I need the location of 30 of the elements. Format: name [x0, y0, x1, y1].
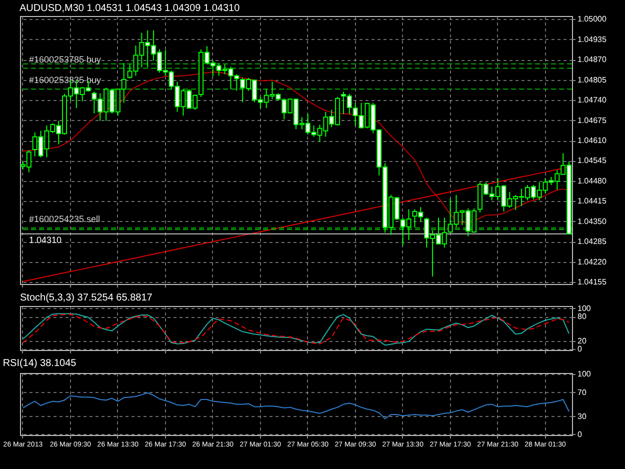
y-tick-label: 1.04935	[578, 34, 607, 44]
y-tick-label: 0	[578, 344, 582, 354]
chart-title: AUDUSD,M30 1.04531 1.04543 1.04309 1.04310	[20, 3, 240, 14]
y-tick-label: 1.04805	[578, 75, 607, 84]
y-tick-label: 0	[578, 430, 582, 439]
ref-line-label: #1600253785 buy	[28, 54, 102, 64]
y-tick-label: 1.04545	[578, 156, 607, 166]
y-tick-label: 1.04480	[578, 176, 607, 186]
y-tick-label: 20	[578, 336, 587, 346]
y-tick-label: 80	[578, 312, 587, 322]
ref-line-label: 1.04310	[28, 234, 62, 245]
y-tick-label: 1.05000	[578, 14, 607, 24]
chart-title: Stoch(5,3,3) 37.5254 65.8817	[20, 292, 153, 304]
ref-line-label: #1600253835 buy	[28, 75, 102, 86]
y-tick-label: 1.04675	[578, 116, 607, 125]
y-tick-label: 1.04285	[578, 237, 607, 246]
y-tick-label: 1.04740	[578, 96, 607, 105]
y-tick-label: 100	[578, 304, 592, 313]
y-tick-label: 30	[578, 412, 587, 421]
y-tick-label: 1.04870	[578, 55, 607, 64]
y-tick-label: 1.04350	[578, 216, 607, 226]
y-tick-label: 1.04155	[578, 278, 607, 287]
chart-title: RSI(14) 38.1045	[2, 358, 77, 370]
y-tick-label: 100	[578, 370, 592, 379]
y-tick-label: 70	[578, 388, 587, 397]
y-tick-label: 1.04415	[578, 196, 607, 206]
line-series	[22, 392, 570, 420]
ref-line-label: #1600254235 sell	[28, 214, 100, 224]
y-tick-label: 1.04220	[578, 257, 607, 266]
y-tick-label: 1.04610	[578, 136, 607, 146]
